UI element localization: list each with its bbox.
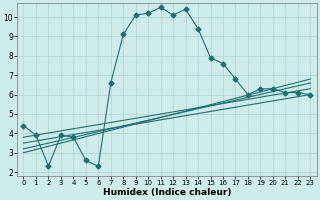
X-axis label: Humidex (Indice chaleur): Humidex (Indice chaleur) bbox=[103, 188, 231, 197]
